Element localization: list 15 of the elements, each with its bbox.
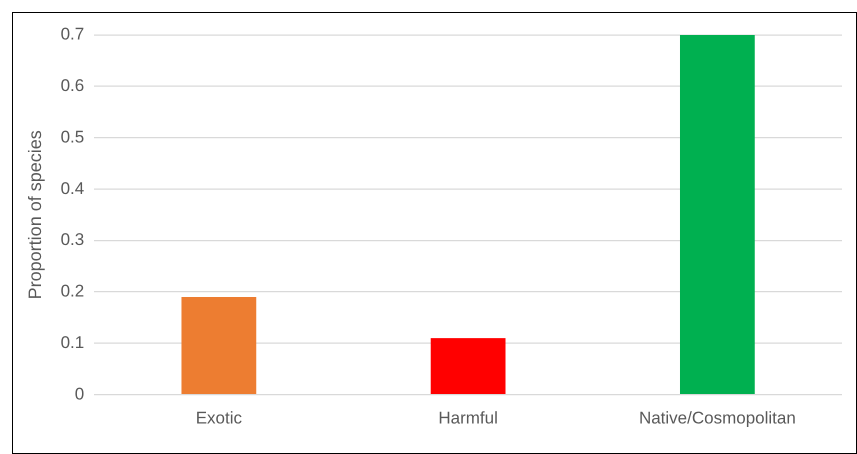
- y-tick-label: 0.5: [60, 127, 84, 146]
- y-tick-label: 0.7: [60, 24, 84, 44]
- bar: [680, 35, 755, 394]
- x-tick-label: Exotic: [196, 408, 243, 428]
- y-tick-label: 0: [74, 384, 84, 404]
- y-axis-title: Proportion of species: [24, 130, 45, 300]
- bar: [181, 296, 256, 394]
- x-tick-label: Harmful: [438, 408, 498, 428]
- x-tick-label: Native/Cosmopolitan: [638, 408, 796, 428]
- y-tick-label: 0.4: [60, 178, 84, 198]
- y-tick-label: 0.3: [60, 230, 84, 250]
- bar: [430, 338, 506, 394]
- y-tick-label: 0.6: [60, 76, 84, 96]
- y-tick-label: 0.2: [60, 282, 84, 301]
- y-tick-label: 0.1: [60, 332, 84, 352]
